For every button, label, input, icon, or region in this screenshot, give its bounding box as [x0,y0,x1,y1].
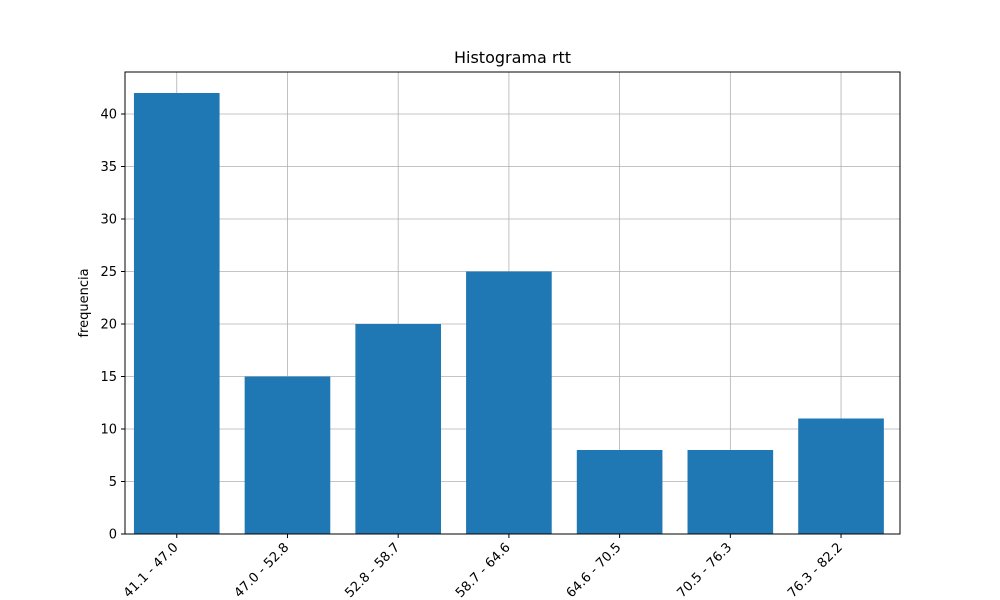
y-tick-label: 20 [100,318,117,333]
bars [133,93,884,534]
bar [798,418,884,534]
y-tick-label: 35 [100,160,117,175]
y-tick-label: 30 [100,213,117,228]
y-tick-label: 40 [100,108,117,123]
x-tick-label: 70.5 - 76.3 [674,540,735,600]
y-axis-label: frequencia [77,268,92,337]
y-tick-label: 5 [109,475,117,490]
x-tick-label: 41.1 - 47.0 [121,540,182,600]
x-tick-label: 52.8 - 58.7 [342,540,403,600]
bar [687,450,774,534]
x-tick-label: 47.0 - 52.8 [232,540,293,600]
y-tick-label: 25 [100,265,117,280]
y-tick-label: 10 [100,423,117,438]
plot-frame [124,71,901,535]
x-tick-label: 64.6 - 70.5 [564,540,625,600]
chart-title: Histograma rtt [454,48,571,67]
bar [133,93,220,534]
x-tick-label: 58.7 - 64.6 [453,540,514,600]
x-axis-ticks: 41.1 - 47.0 47.0 - 52.8 52.8 - 58.7 58.7 - … [121,534,846,600]
bar [466,271,552,534]
y-tick-label: 15 [100,370,117,385]
x-tick-label: 76.3 - 82.2 [785,540,846,600]
bar [576,450,663,534]
y-tick-label: 0 [109,528,117,543]
y-axis-ticks: 0 5 10 15 20 25 30 35 40 [100,108,125,543]
bar [244,376,331,534]
bar [355,324,442,534]
